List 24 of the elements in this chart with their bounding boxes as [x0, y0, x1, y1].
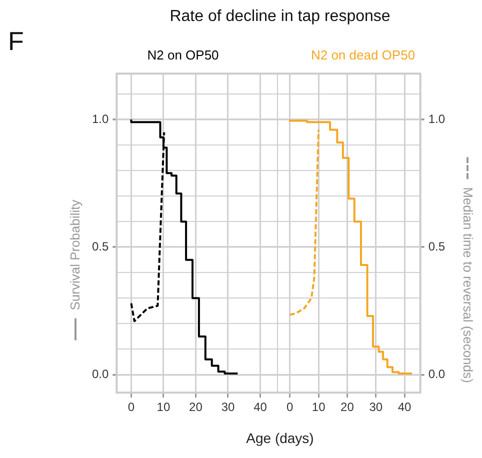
y-axis-title: Survival Probability: [68, 200, 82, 310]
x-axis-title: Age (days): [245, 430, 315, 446]
y2-axis-title: Median time to reversal (seconds): [460, 187, 476, 383]
y2-tick-label: 0.0: [428, 367, 446, 382]
x-tick-label: 10: [156, 400, 170, 414]
line-series: [288, 128, 320, 316]
x-tick-label: 40: [254, 400, 268, 414]
chart-title: Rate of decline in tap response: [168, 8, 392, 26]
y-tick-label: 0.0: [92, 367, 109, 382]
x-tick-label: 20: [340, 400, 354, 414]
x-tick-label: 10: [312, 400, 326, 414]
chart-subtitle: N2 on dead OP50: [310, 47, 416, 62]
x-tick-label: 0: [128, 400, 135, 414]
y2-tick-label: 1.0: [428, 112, 446, 126]
x-tick-label: 40: [398, 400, 412, 414]
x-tick-label: 30: [369, 400, 383, 414]
x-tick-label: 20: [189, 400, 203, 414]
x-tick-label: 0: [286, 400, 294, 414]
y-tick-label: 0.5: [92, 239, 109, 254]
y-tick-label: 1.0: [92, 112, 109, 126]
text: F: [8, 26, 24, 57]
x-tick-label: 30: [221, 400, 235, 414]
y2-tick-label: 0.5: [428, 239, 446, 254]
chart-subtitle: N2 on OP50: [147, 47, 219, 62]
